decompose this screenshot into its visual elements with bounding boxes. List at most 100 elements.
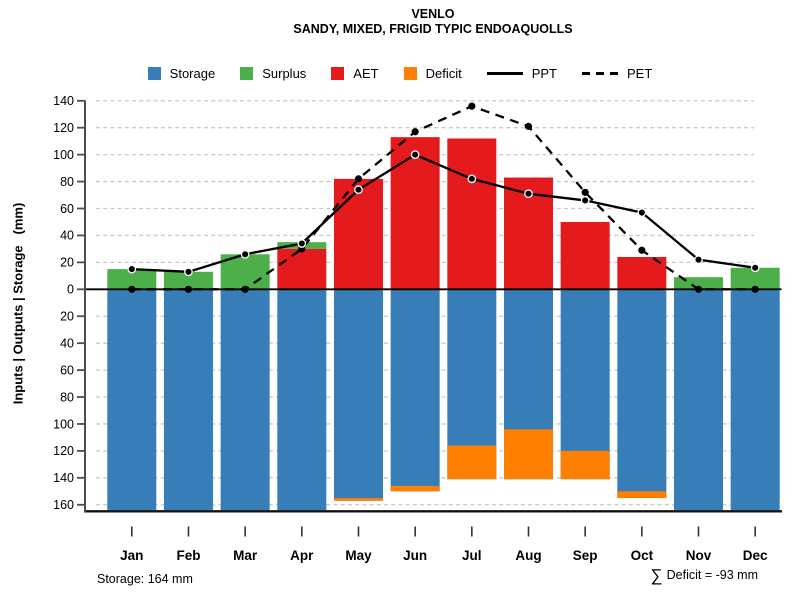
storage-swatch-icon — [147, 67, 161, 80]
month-label-oct: Oct — [631, 548, 654, 563]
month-label-mar: Mar — [233, 548, 258, 563]
pet-line — [131, 104, 756, 291]
aet-bar-jun — [390, 137, 440, 290]
ppt-marker — [297, 239, 307, 248]
y-tick-label: 120 — [53, 121, 74, 135]
pet-marker — [694, 285, 703, 293]
y-tick-label: 20 — [60, 256, 74, 270]
pet-marker — [468, 102, 476, 110]
deficit-bar-aug — [503, 429, 553, 480]
ppt-line-sample-icon — [486, 72, 523, 75]
ppt-marker — [580, 196, 590, 205]
deficit-bar-oct — [617, 491, 667, 499]
pet-marker — [638, 246, 646, 254]
month-label-apr: Apr — [290, 548, 314, 563]
legend-label-deficit: Deficit — [425, 66, 462, 81]
sigma-symbol: ∑ — [650, 566, 663, 585]
y-tick-label: 140 — [53, 94, 74, 108]
legend-label-surplus: Surplus — [262, 66, 307, 81]
deficit-bar-sep — [560, 450, 610, 480]
deficit-bar-may — [333, 498, 383, 501]
pet-marker — [524, 122, 533, 130]
y-tick-label: 100 — [53, 148, 74, 162]
aet-bar-jul — [447, 138, 497, 290]
storage-bar-jan — [107, 289, 157, 511]
storage-bar-may — [333, 289, 383, 501]
y-tick-label: 40 — [60, 336, 74, 350]
month-label-aug: Aug — [515, 548, 541, 563]
aet-bar-may — [333, 178, 383, 290]
storage-annotation: Storage: 164 mm — [97, 572, 193, 586]
storage-bar-feb — [163, 289, 213, 511]
month-label-jun: Jun — [403, 548, 427, 563]
aet-swatch-icon — [331, 67, 345, 80]
y-tick-label: 120 — [53, 444, 74, 458]
ppt-marker — [467, 174, 477, 184]
deficit-annotation: ∑ Deficit = -93 mm — [580, 566, 758, 586]
aet-bar-apr — [277, 248, 327, 290]
pet-marker — [184, 285, 193, 293]
ppt-marker — [354, 185, 363, 195]
ppt-marker — [127, 264, 137, 274]
ppt-marker — [184, 267, 193, 277]
ppt-line — [131, 153, 756, 273]
legend-item-pet: PET — [582, 66, 652, 81]
deficit-swatch-icon — [403, 67, 417, 80]
pet-marker — [751, 285, 759, 293]
pet-marker — [581, 188, 589, 196]
y-tick-label: 20 — [60, 310, 74, 324]
month-label-dec: Dec — [743, 548, 768, 563]
ppt-marker — [637, 208, 647, 217]
legend-item-aet: AET — [331, 66, 379, 81]
legend-item-storage: Storage — [147, 66, 216, 81]
ppt-marker — [694, 255, 703, 265]
storage-bar-dec — [730, 289, 780, 511]
chart-subtitle: SANDY, MIXED, FRIGID TYPIC ENDOAQUOLLS — [293, 21, 573, 36]
deficit-bar-jul — [447, 445, 497, 480]
storage-bar-mar — [220, 289, 270, 511]
pet-marker — [354, 175, 363, 183]
chart-legend: Storage Surplus AET Deficit PPT PET — [0, 66, 800, 81]
y-tick-label: 100 — [53, 417, 74, 431]
ppt-marker — [410, 150, 420, 159]
pet-marker — [128, 285, 136, 293]
legend-label-ppt: PPT — [531, 66, 558, 81]
storage-bar-oct — [617, 289, 667, 499]
pet-line-sample-icon — [582, 72, 619, 75]
y-tick-label: 80 — [60, 390, 74, 404]
y-tick-label: 80 — [60, 175, 74, 189]
surplus-bar-dec — [730, 267, 780, 290]
aet-bar-sep — [560, 221, 610, 290]
month-label-nov: Nov — [686, 548, 712, 563]
surplus-bar-jan — [107, 269, 157, 290]
month-label-may: May — [345, 548, 372, 563]
legend-item-deficit: Deficit — [403, 66, 462, 81]
month-label-jul: Jul — [462, 548, 482, 563]
month-label-jan: Jan — [120, 548, 143, 563]
surplus-swatch-icon — [240, 67, 254, 80]
month-label-sep: Sep — [573, 548, 598, 563]
y-tick-label: 0 — [67, 283, 74, 297]
y-tick-label: 60 — [60, 363, 74, 377]
y-tick-label: 160 — [53, 498, 74, 512]
deficit-annotation-text: Deficit = -93 mm — [666, 568, 758, 582]
storage-bar-sep — [560, 289, 610, 480]
title-block: VENLO SANDY, MIXED, FRIGID TYPIC ENDOAQU… — [85, 7, 781, 36]
storage-bar-apr — [277, 289, 327, 511]
y-tick-label: 140 — [53, 471, 74, 485]
legend-label-pet: PET — [627, 66, 653, 81]
chart-title: VENLO — [411, 7, 455, 21]
y-tick-label: 40 — [60, 229, 74, 243]
legend-label-aet: AET — [353, 66, 379, 81]
storage-bar-nov — [674, 289, 723, 511]
y-tick-label: 60 — [60, 202, 74, 216]
ppt-marker — [240, 249, 250, 259]
ppt-marker — [524, 189, 533, 199]
legend-label-storage: Storage — [169, 66, 216, 81]
storage-bar-jun — [390, 289, 440, 492]
deficit-bar-jun — [390, 485, 440, 492]
pet-marker — [241, 285, 249, 293]
legend-item-ppt: PPT — [486, 66, 558, 81]
